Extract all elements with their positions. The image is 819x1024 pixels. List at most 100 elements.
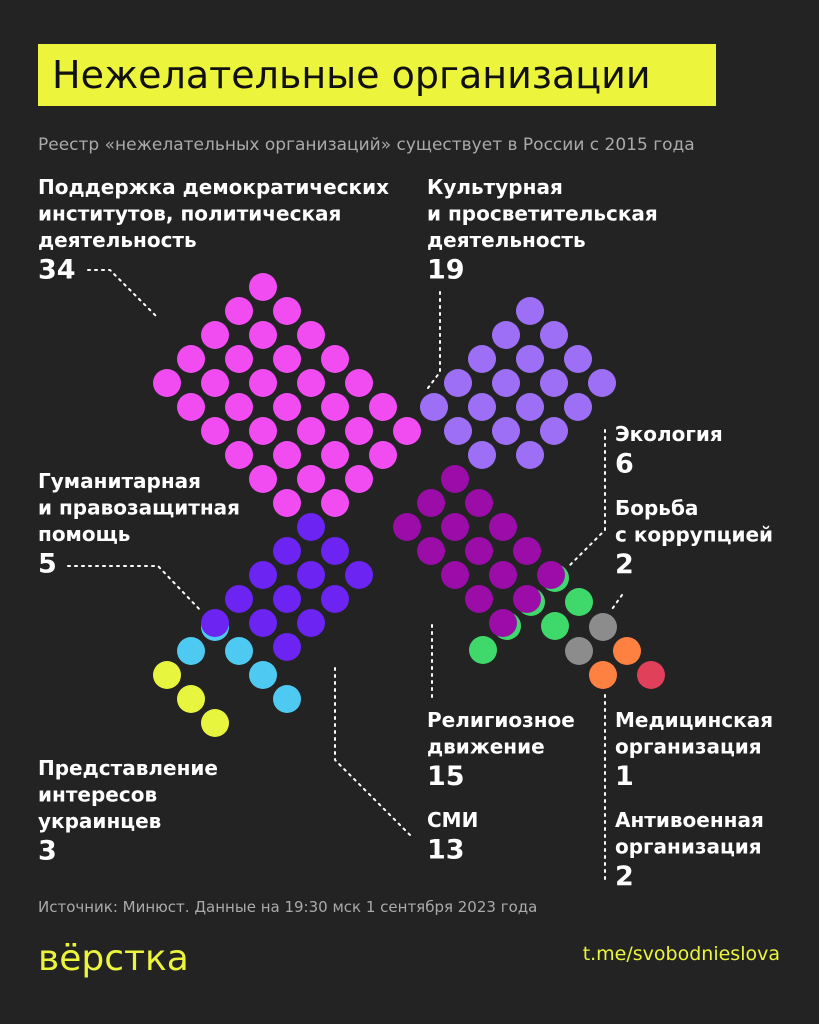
dot (321, 345, 349, 373)
connector (569, 429, 606, 566)
category-value: 13 (427, 835, 465, 866)
category-value: 34 (38, 255, 76, 286)
link[interactable]: t.me/svobodnieslova (583, 943, 780, 965)
dot (444, 417, 472, 445)
dot (516, 345, 544, 373)
connector (424, 291, 441, 393)
subtitle: Реестр «нежелательных организаций» сущес… (38, 135, 695, 155)
dot (637, 661, 665, 689)
dot (588, 369, 616, 397)
dot (321, 393, 349, 421)
dot (565, 588, 593, 616)
dot (201, 609, 229, 637)
dot (321, 537, 349, 565)
dot (345, 417, 373, 445)
dot (225, 393, 253, 421)
dot (201, 369, 229, 397)
dot (345, 369, 373, 397)
dot (441, 465, 469, 493)
category-label: Экология (615, 422, 723, 446)
category-value: 2 (615, 861, 634, 892)
dot (417, 537, 445, 565)
dot (225, 345, 253, 373)
category-label: Гуманитарная (38, 469, 201, 493)
dot (249, 465, 277, 493)
dot (249, 561, 277, 589)
dot (345, 561, 373, 589)
dot (540, 321, 568, 349)
category-label: Медицинская (615, 708, 773, 732)
category-label: Религиозное (427, 708, 575, 732)
category-value: 3 (38, 836, 57, 867)
dot (201, 417, 229, 445)
dot (516, 441, 544, 469)
dot (273, 393, 301, 421)
dot (540, 417, 568, 445)
dot (541, 612, 569, 640)
dot (393, 513, 421, 541)
dot (613, 637, 641, 665)
category-label: Поддержка демократических (38, 175, 389, 199)
connector (334, 667, 411, 836)
dot (177, 393, 205, 421)
dot (297, 609, 325, 637)
dot (345, 465, 373, 493)
dot (273, 489, 301, 517)
dot (420, 393, 448, 421)
dot (444, 369, 472, 397)
category-value: 1 (615, 761, 634, 792)
category-label: и правозащитная (38, 496, 240, 520)
dot (249, 369, 277, 397)
dot (513, 537, 541, 565)
category-value: 5 (38, 549, 57, 580)
dot (369, 393, 397, 421)
dot (513, 585, 541, 613)
dot (297, 561, 325, 589)
category-label: институтов, политическая (38, 202, 341, 226)
dot (321, 489, 349, 517)
dot (273, 585, 301, 613)
dot (273, 345, 301, 373)
category-label: движение (427, 735, 545, 759)
dot (465, 537, 493, 565)
connectors (67, 269, 623, 881)
category-label: организация (615, 735, 762, 759)
category-label: помощь (38, 522, 130, 546)
dot (417, 489, 445, 517)
dot (465, 489, 493, 517)
dot (564, 393, 592, 421)
category-value: 19 (427, 255, 465, 286)
category-label: деятельность (38, 228, 197, 252)
dot (249, 661, 277, 689)
dot (468, 345, 496, 373)
dot (369, 441, 397, 469)
dot (516, 393, 544, 421)
dot (589, 661, 617, 689)
category-value: 2 (615, 549, 634, 580)
dot (177, 637, 205, 665)
dot (273, 685, 301, 713)
dot (225, 297, 253, 325)
chart-title: Нежелательные организации (52, 53, 651, 97)
dot (297, 321, 325, 349)
dot (273, 633, 301, 661)
dot (492, 321, 520, 349)
dot (565, 637, 593, 665)
dot (589, 613, 617, 641)
category-label: украинцев (38, 809, 161, 833)
dot (273, 297, 301, 325)
source: Источник: Минюст. Данные на 19:30 мск 1 … (38, 898, 537, 916)
category-label: Борьба (615, 496, 698, 520)
category-label: интересов (38, 783, 157, 807)
dot (297, 417, 325, 445)
dot (441, 513, 469, 541)
dot (321, 441, 349, 469)
dot (153, 661, 181, 689)
dot (177, 345, 205, 373)
dot (297, 513, 325, 541)
dot (468, 393, 496, 421)
dot (489, 609, 517, 637)
category-label: с коррупцией (615, 523, 773, 547)
